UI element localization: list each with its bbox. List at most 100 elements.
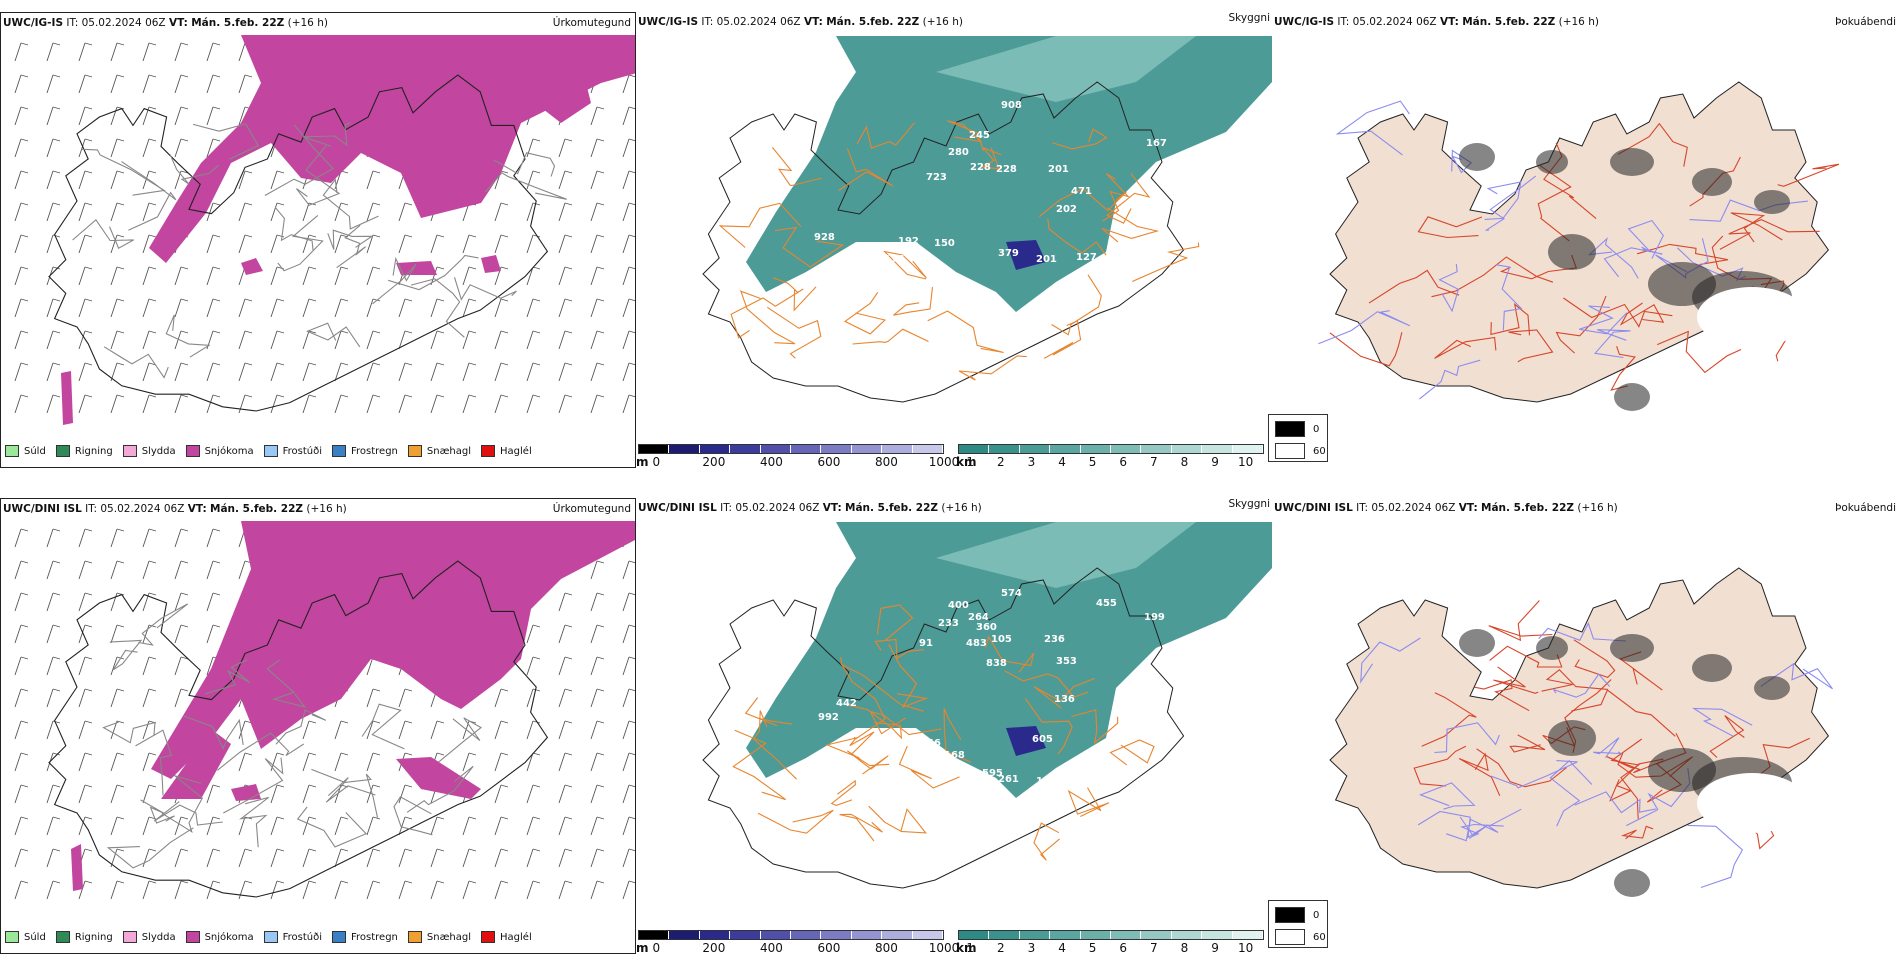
colorbar-labels: m 0 200 400 600 800 1000 xyxy=(636,454,959,469)
road-line xyxy=(1593,737,1623,759)
legend-item: Snjókoma xyxy=(185,445,254,457)
fog-legend-low-label: 0 xyxy=(1313,423,1320,435)
precip-map xyxy=(14,521,635,900)
wind-barb xyxy=(78,720,93,740)
wind-barb xyxy=(366,170,381,190)
coastline xyxy=(702,81,1185,403)
wind-barb xyxy=(302,848,317,868)
road-line xyxy=(138,603,189,646)
wind-barb xyxy=(366,752,381,772)
road-line xyxy=(1038,188,1127,218)
colorbar-tick: 400 xyxy=(759,941,783,955)
road-line xyxy=(303,122,351,147)
lead-time: (+16 h) xyxy=(922,16,963,28)
wind-barb xyxy=(622,688,635,708)
wind-barb xyxy=(526,394,541,414)
fog-index-patch xyxy=(1754,190,1790,214)
wind-barb xyxy=(110,394,125,414)
road-line xyxy=(1636,243,1729,266)
road-line xyxy=(846,704,903,740)
visibility-value-label: 353 xyxy=(1056,656,1077,667)
fog-index-patch xyxy=(1536,636,1568,660)
wind-barb xyxy=(334,752,349,772)
road-line xyxy=(1760,662,1833,690)
wind-barb xyxy=(142,560,157,580)
legend-swatch xyxy=(185,445,200,457)
wind-barb xyxy=(78,816,93,836)
wind-barb xyxy=(206,816,221,836)
wind-barb xyxy=(622,234,635,254)
colorbar-unit: m xyxy=(636,455,649,469)
legend-swatch xyxy=(55,931,70,943)
wind-barb xyxy=(270,234,285,254)
wind-barb xyxy=(46,816,61,836)
visibility-value-label: 207 xyxy=(1126,254,1147,265)
wind-barb xyxy=(398,394,413,414)
visibility-panel: UWC/DINI ISL IT: 05.02.2024 06Z VT: Mán.… xyxy=(636,498,1272,964)
wind-barb xyxy=(78,298,93,318)
wind-barb xyxy=(142,688,157,708)
wind-barb xyxy=(14,560,29,580)
road-line xyxy=(874,638,924,660)
legend-item: Slydda xyxy=(122,445,176,457)
wind-barb xyxy=(398,234,413,254)
wind-barb xyxy=(334,362,349,382)
fog-index-patch xyxy=(1610,634,1654,662)
road-line xyxy=(165,314,211,358)
wind-barb xyxy=(110,266,125,286)
snow-area xyxy=(396,757,481,799)
colorbar-cell xyxy=(639,445,670,453)
colorbar-unit: km xyxy=(956,455,977,469)
wind-barb xyxy=(622,330,635,350)
road-line xyxy=(846,750,890,775)
init-time-label: IT: xyxy=(85,503,98,515)
wind-barb xyxy=(270,330,285,350)
wind-barb xyxy=(174,266,189,286)
road-line xyxy=(852,328,929,345)
legend-label: Snjókoma xyxy=(204,931,254,943)
road-line xyxy=(1777,163,1840,187)
visibility-value-label: 202 xyxy=(1056,204,1077,215)
road-line xyxy=(266,659,307,708)
wind-barb xyxy=(590,138,605,158)
visibility-panel: UWC/IG-IS IT: 05.02.2024 06Z VT: Mán. 5.… xyxy=(636,12,1272,478)
colorbar-tick: 7 xyxy=(1150,941,1158,955)
wind-barb xyxy=(590,752,605,772)
wind-barb xyxy=(494,848,509,868)
road-line xyxy=(1413,745,1467,787)
legend-swatch xyxy=(185,931,200,943)
panel-header: UWC/IG-IS IT: 05.02.2024 06Z VT: Mán. 5.… xyxy=(3,17,328,29)
wind-barb xyxy=(14,106,29,126)
legend-item: Rigning xyxy=(55,931,113,943)
valid-time-label: VT: xyxy=(168,17,188,29)
wind-barb xyxy=(46,784,61,804)
colorbar-cell xyxy=(699,931,731,939)
wind-barb xyxy=(558,330,573,350)
lead-time: (+16 h) xyxy=(1558,16,1599,28)
legend-label: Snjókoma xyxy=(204,445,254,457)
wind-barb xyxy=(174,138,189,158)
road-line xyxy=(898,745,960,789)
road-line xyxy=(1709,715,1745,758)
road-line xyxy=(161,775,204,834)
wind-barb xyxy=(366,848,381,868)
wind-barb xyxy=(46,106,61,126)
wind-barb xyxy=(302,266,317,286)
low-visibility-area xyxy=(746,522,1272,798)
wind-barb xyxy=(558,592,573,612)
visibility-value-label: 150 xyxy=(934,238,955,249)
model-name: UWC/DINI ISL xyxy=(638,502,717,514)
wind-barb xyxy=(174,106,189,126)
road-line xyxy=(121,161,177,231)
legend-label: Súld xyxy=(24,445,46,457)
colorbar-cell xyxy=(1111,931,1142,939)
road-line xyxy=(1476,748,1568,788)
wind-barb xyxy=(238,330,253,350)
road-line xyxy=(1419,359,1481,400)
wind-barb xyxy=(462,394,477,414)
wind-barb xyxy=(206,202,221,222)
wind-barb xyxy=(590,330,605,350)
wind-barb xyxy=(142,202,157,222)
road-line xyxy=(1434,722,1500,754)
road-line xyxy=(1555,295,1607,354)
